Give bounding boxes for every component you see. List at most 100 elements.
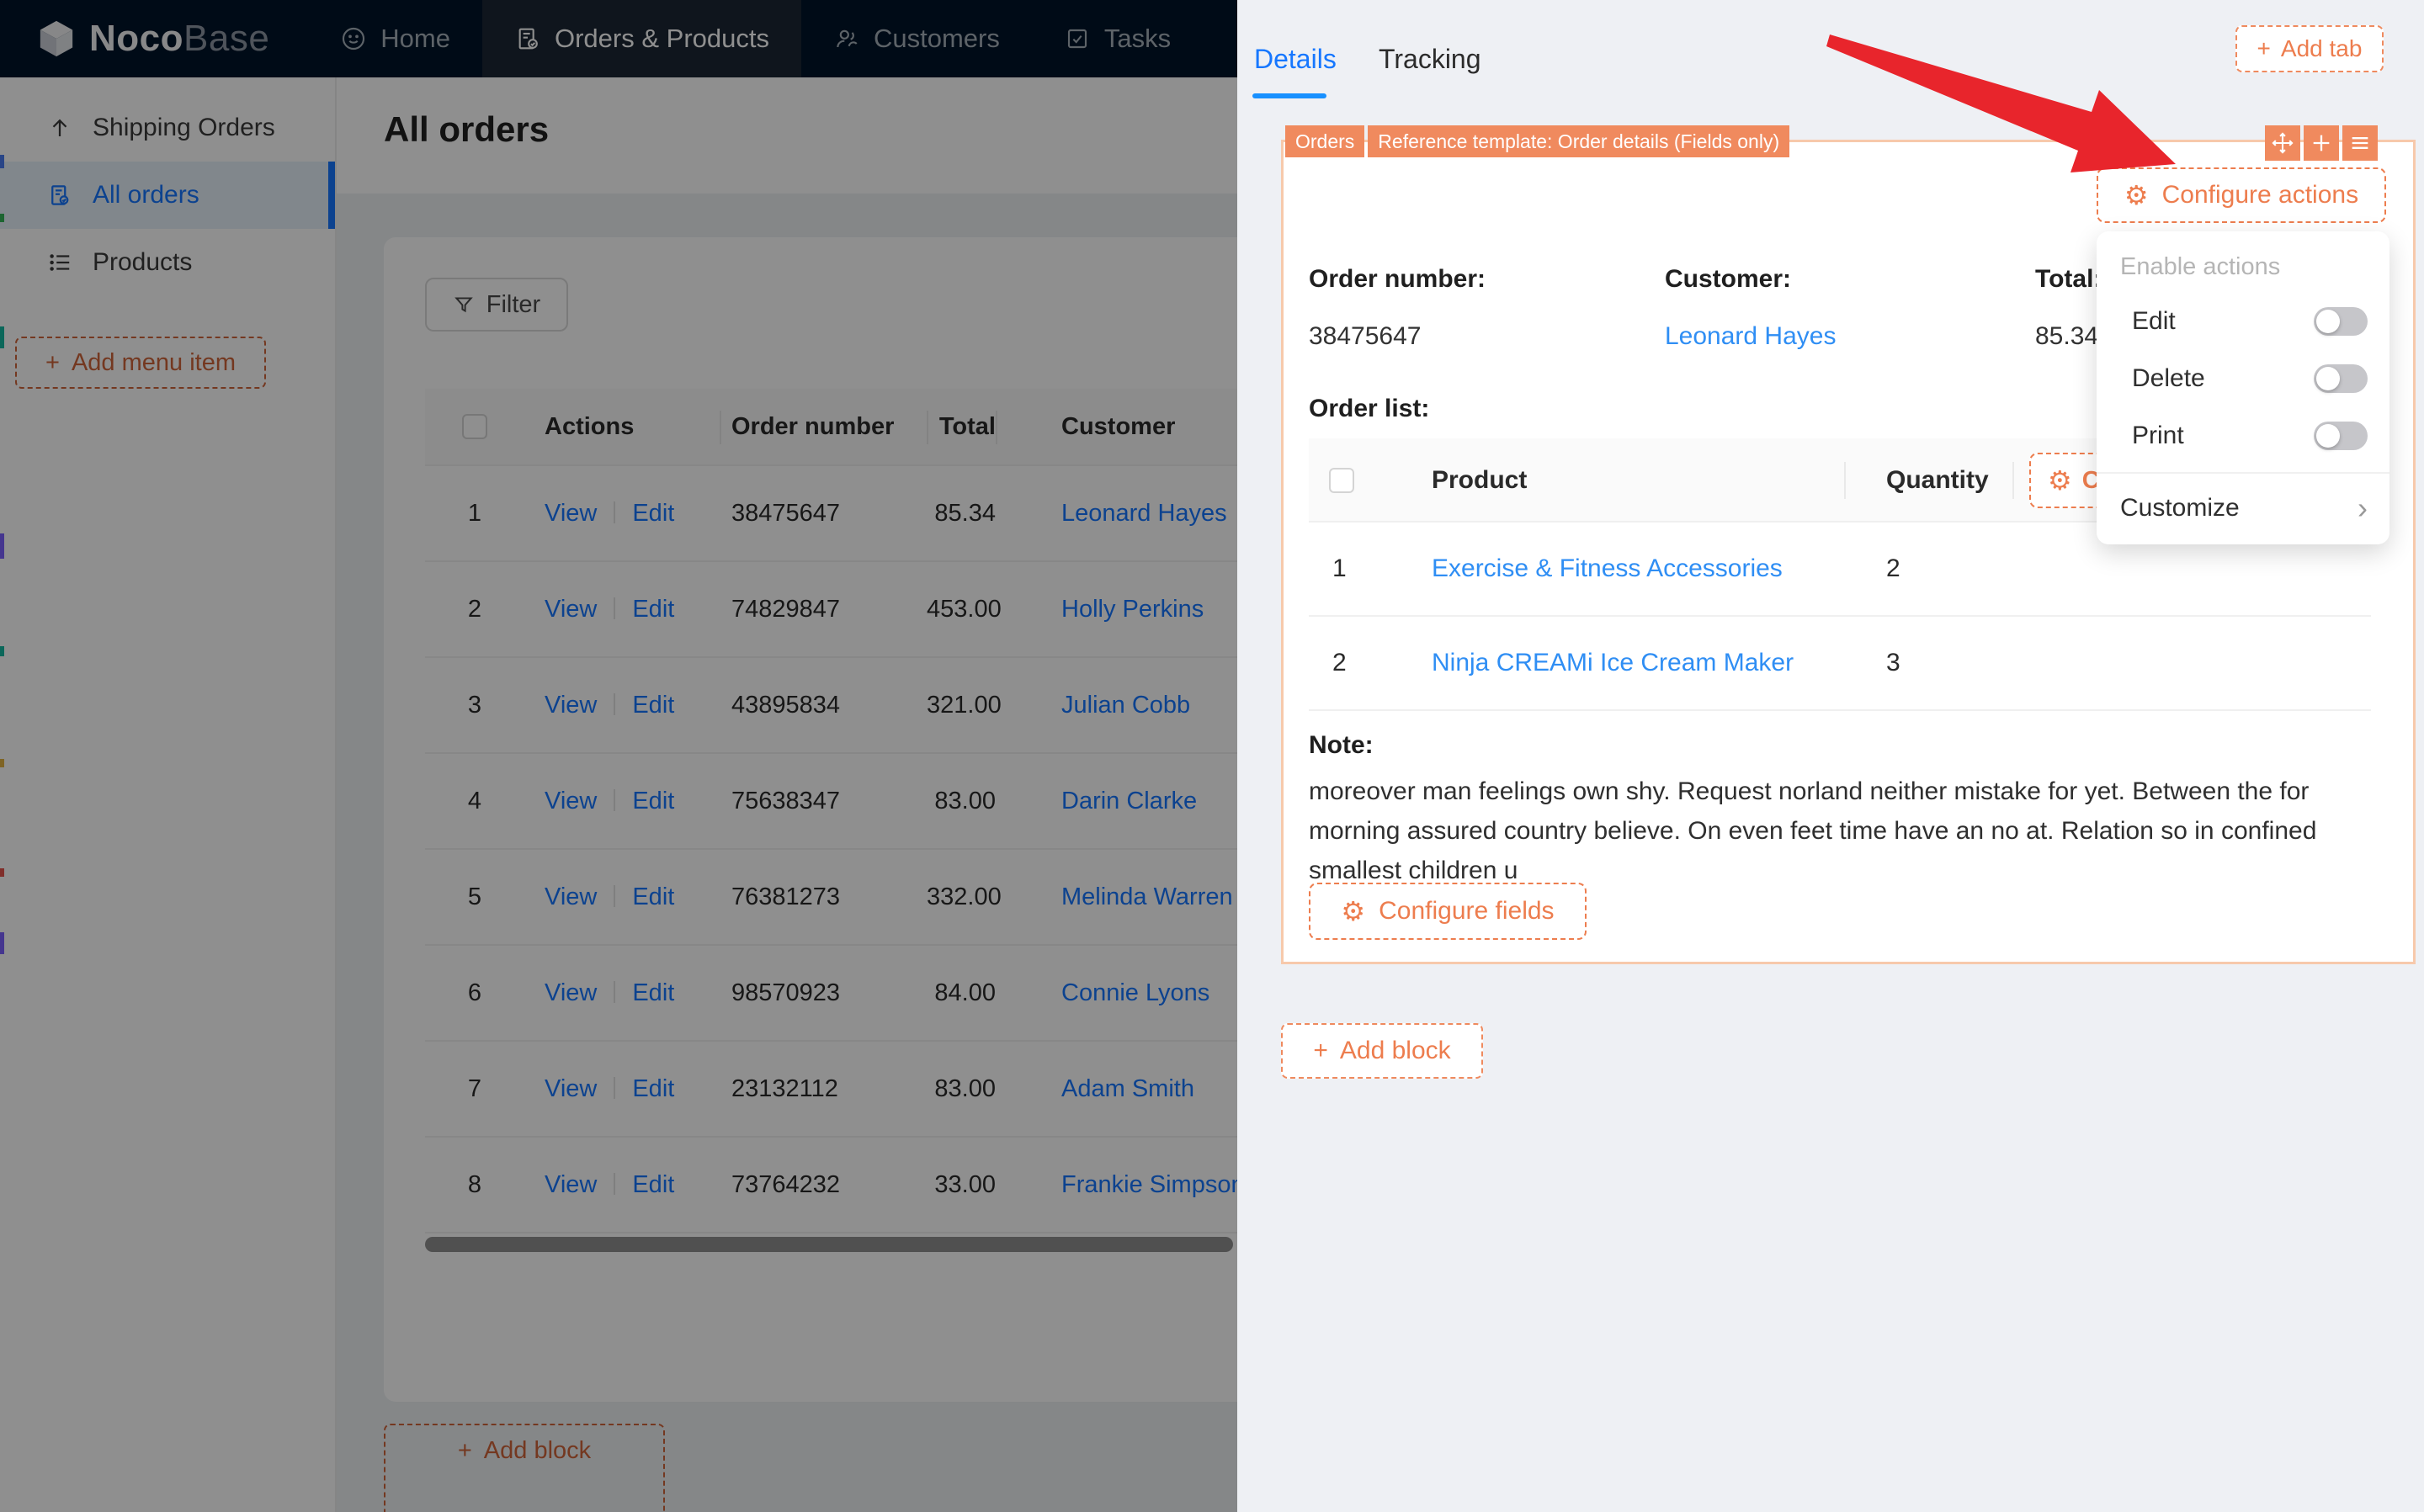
add-block-button-drawer[interactable]: + Add block — [1281, 1023, 1483, 1079]
menu-item-print[interactable]: Print — [2120, 411, 2368, 460]
edit-link[interactable]: Edit — [632, 787, 675, 814]
edit-link[interactable]: Edit — [632, 691, 675, 719]
header-separator — [1844, 462, 1846, 499]
header-separator — [996, 411, 997, 444]
row-index: 2 — [1332, 649, 1347, 676]
add-block-label: Add block — [1339, 1037, 1451, 1064]
total-cell: 83.00 — [934, 787, 996, 814]
customer-link[interactable]: Holly Perkins — [1061, 595, 1204, 623]
main-content: Filter Actions Order number Total Custom… — [337, 194, 1237, 1512]
view-link[interactable]: View — [545, 595, 598, 623]
total-cell: 321.00 — [927, 691, 1002, 719]
collection-badge: Orders — [1285, 125, 1365, 157]
arrow-up-icon — [52, 119, 67, 136]
sidebar-item-all-orders[interactable]: All orders — [0, 162, 335, 229]
view-link[interactable]: View — [545, 883, 598, 910]
page-title: All orders — [384, 109, 550, 149]
orders-document-icon — [518, 28, 538, 50]
edit-link[interactable]: Edit — [632, 979, 675, 1006]
list-icon — [50, 254, 70, 271]
product-link[interactable]: Exercise & Fitness Accessories — [1432, 554, 1783, 582]
tab-tracking[interactable]: Tracking — [1379, 44, 1481, 74]
customer-link[interactable]: Leonard Hayes — [1665, 322, 1837, 350]
column-header-customer: Customer — [1061, 412, 1176, 440]
configure-actions-button[interactable]: ⚙ Configure actions — [2097, 167, 2386, 223]
edit-link[interactable]: Edit — [632, 883, 675, 910]
nav-item-label: Orders & Products — [555, 24, 769, 53]
filter-button[interactable]: Filter — [425, 278, 568, 332]
total-cell: 332.00 — [927, 883, 1002, 910]
add-menu-item-button[interactable]: + Add menu item — [15, 337, 266, 389]
row-index: 6 — [467, 979, 482, 1006]
drag-move-icon[interactable] — [2265, 125, 2300, 161]
total-cell: 453.00 — [927, 595, 1002, 623]
product-link[interactable]: Ninja CREAMi Ice Cream Maker — [1432, 649, 1794, 676]
top-nav: NocoBase Home Orders & Products — [0, 0, 1237, 77]
view-link[interactable]: View — [545, 691, 598, 719]
menu-item-delete[interactable]: Delete — [2120, 354, 2368, 403]
customer-link[interactable]: Melinda Warren — [1061, 883, 1233, 910]
table-row: 3 View Edit 43895834 321.00 Julian Cobb — [425, 658, 1237, 754]
print-toggle[interactable] — [2314, 422, 2368, 450]
menu-group-label: Enable actions — [2120, 253, 2281, 280]
plus-icon: + — [1313, 1037, 1328, 1064]
nav-item-label: Customers — [873, 24, 1000, 53]
horizontal-scrollbar[interactable] — [425, 1237, 1233, 1252]
edit-toggle[interactable] — [2314, 307, 2368, 336]
edit-link[interactable]: Edit — [632, 1170, 675, 1198]
edit-link[interactable]: Edit — [632, 1074, 675, 1102]
menu-item-edit[interactable]: Edit — [2120, 297, 2368, 346]
nav-item-label: Home — [380, 24, 450, 53]
nav-item-customers[interactable]: Customers — [801, 0, 1032, 77]
view-link[interactable]: View — [545, 499, 598, 527]
drawer-mask[interactable] — [0, 0, 1237, 1512]
customer-link[interactable]: Adam Smith — [1061, 1074, 1194, 1102]
customer-link[interactable]: Connie Lyons — [1061, 979, 1210, 1006]
configure-fields-button[interactable]: ⚙ Configure fields — [1309, 883, 1587, 940]
table-row: 8 View Edit 73764232 33.00 Frankie Simpso… — [425, 1138, 1237, 1233]
quantity-cell: 2 — [1886, 554, 1900, 582]
column-header-order-number: Order number — [731, 412, 895, 440]
nav-item-home[interactable]: Home — [308, 0, 482, 77]
add-tab-button[interactable]: + Add tab — [2235, 25, 2384, 72]
nav-item-orders-products[interactable]: Orders & Products — [482, 0, 801, 77]
delete-toggle[interactable] — [2314, 364, 2368, 393]
sidebar-item-products[interactable]: Products — [0, 229, 335, 296]
customer-link[interactable]: Julian Cobb — [1061, 691, 1191, 719]
plus-icon: + — [457, 1437, 472, 1464]
field-order-number: Order number: 38475647 — [1309, 265, 1654, 351]
add-block-label: Add block — [483, 1437, 592, 1464]
order-number-cell: 73764232 — [731, 1170, 841, 1198]
action-divider — [614, 1076, 616, 1099]
column-header-actions: Actions — [545, 412, 635, 440]
tab-details[interactable]: Details — [1254, 44, 1337, 74]
select-all-checkbox[interactable] — [1329, 468, 1354, 493]
table-row: 6 View Edit 98570923 84.00 Connie Lyons — [425, 946, 1237, 1042]
add-block-button-main[interactable]: + Add block — [384, 1424, 665, 1512]
template-badge: Reference template: Order details (Field… — [1368, 125, 1790, 157]
view-link[interactable]: View — [545, 979, 598, 1006]
select-all-checkbox[interactable] — [462, 414, 487, 439]
tasks-check-icon — [1067, 29, 1087, 49]
view-link[interactable]: View — [545, 1074, 598, 1102]
menu-icon[interactable] — [2342, 125, 2378, 161]
nav-item-tasks[interactable]: Tasks — [1032, 0, 1203, 77]
edge-marker — [0, 326, 4, 348]
view-link[interactable]: View — [545, 787, 598, 814]
table-row: 4 View Edit 75638347 83.00 Darin Clarke — [425, 754, 1237, 850]
view-link[interactable]: View — [545, 1170, 598, 1198]
note-label: Note: — [1309, 731, 1374, 759]
edit-link[interactable]: Edit — [632, 499, 675, 527]
total-cell: 84.00 — [934, 979, 996, 1006]
customer-link[interactable]: Leonard Hayes — [1061, 499, 1227, 527]
sidebar-item-shipping-orders[interactable]: Shipping Orders — [0, 94, 335, 162]
nocobase-logo[interactable]: NocoBase — [37, 18, 269, 60]
action-divider — [614, 788, 616, 811]
customer-link[interactable]: Frankie Simpson — [1061, 1170, 1237, 1198]
edit-link[interactable]: Edit — [632, 595, 675, 623]
add-icon[interactable] — [2304, 125, 2339, 161]
menu-item-customize[interactable]: Customize › — [2120, 482, 2368, 534]
table-row: 7 View Edit 23132112 83.00 Adam Smith — [425, 1042, 1237, 1138]
customer-link[interactable]: Darin Clarke — [1061, 787, 1198, 814]
row-index: 8 — [467, 1170, 482, 1198]
